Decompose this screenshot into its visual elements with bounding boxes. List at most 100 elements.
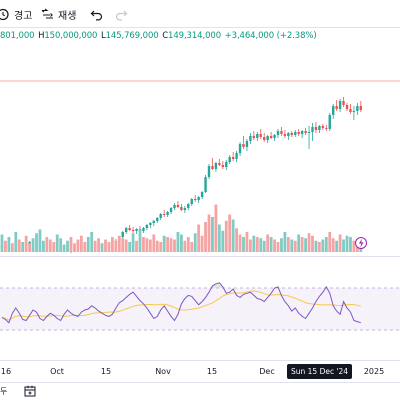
candle	[252, 131, 256, 140]
volume-bar	[121, 238, 125, 252]
volume-bar	[318, 242, 321, 252]
candle	[190, 198, 193, 206]
volume-bar	[35, 233, 38, 252]
volume-bar	[86, 237, 90, 252]
volume-bar	[262, 240, 266, 252]
volume-bar	[124, 239, 128, 252]
rsi-overbought-fill	[209, 282, 330, 288]
volume-bar	[221, 230, 225, 252]
rsi-line	[1, 282, 361, 324]
candle	[225, 160, 228, 170]
volume-bar	[252, 235, 256, 252]
rsi-pane[interactable]	[0, 258, 400, 360]
candle	[273, 134, 276, 141]
volume-bar	[193, 233, 197, 252]
volume-bar	[69, 237, 73, 252]
lightning-icon[interactable]	[355, 237, 367, 249]
volume-bar	[148, 239, 152, 252]
volume-bar	[249, 239, 252, 252]
calendar-icon[interactable]	[24, 385, 36, 399]
volume-bar	[200, 235, 204, 252]
volume-bar	[21, 242, 25, 252]
volume-bar	[293, 240, 297, 252]
volume-bar	[183, 240, 187, 252]
volume-bar	[114, 240, 118, 252]
pane-separator[interactable]	[0, 256, 400, 257]
time-tick: Oct	[50, 367, 64, 376]
redo-button[interactable]	[114, 6, 128, 22]
candle	[211, 158, 214, 170]
volume-bar	[31, 238, 35, 252]
change-value: +3,464,000 (+2.38%)	[224, 31, 317, 41]
volume-bar	[66, 240, 69, 252]
volume-bar	[324, 237, 328, 252]
candle	[318, 125, 321, 133]
time-tick: Dec	[259, 367, 275, 376]
volume-bar	[104, 239, 107, 252]
volume-bar	[342, 239, 345, 252]
candle	[128, 225, 131, 231]
candle	[269, 132, 273, 139]
volume-bar	[304, 238, 307, 252]
undo-icon	[90, 7, 104, 21]
volume-bar	[321, 239, 325, 252]
candle	[307, 126, 311, 149]
candle	[266, 135, 269, 143]
volume-bar	[283, 232, 287, 252]
candles-group	[0, 97, 362, 253]
volume-bars-group	[0, 204, 363, 252]
volume-bar	[10, 243, 14, 252]
candle	[152, 220, 155, 226]
price-chart[interactable]	[0, 45, 400, 255]
volume-bar	[166, 237, 169, 252]
replay-button[interactable]: 재생	[40, 6, 76, 22]
volume-bar	[238, 234, 242, 252]
candle	[321, 124, 325, 130]
candle	[290, 131, 293, 137]
volume-bar	[52, 242, 56, 252]
undo-button[interactable]	[90, 6, 104, 22]
candle	[263, 133, 266, 142]
candle	[166, 211, 169, 217]
volume-bar	[38, 229, 42, 252]
candle	[359, 101, 362, 112]
candle	[221, 161, 224, 169]
volume-bar	[7, 237, 11, 252]
replay-label: 재생	[58, 10, 77, 22]
volume-bar	[62, 244, 66, 252]
volume-bar	[349, 237, 352, 252]
candle	[194, 195, 197, 202]
volume-bar	[138, 229, 142, 252]
alarm-clock-icon	[0, 7, 10, 21]
time-tick: 2025	[363, 367, 385, 376]
candle	[345, 103, 349, 111]
high-value: 150,000,000	[44, 31, 98, 41]
candle	[311, 123, 314, 141]
volume-bar	[117, 235, 121, 252]
time-tick: 15	[206, 367, 218, 376]
volume-bar	[73, 243, 76, 252]
replay-icon	[40, 7, 54, 21]
alert-button[interactable]: 경고	[0, 6, 32, 22]
volume-bar	[100, 243, 104, 252]
volume-bar	[314, 240, 318, 252]
crosshair-date-label: Sun 15 Dec '24	[287, 364, 353, 379]
volume-bar	[245, 232, 249, 252]
volume-bar	[4, 240, 7, 252]
candle	[207, 164, 211, 179]
volume-bar	[290, 239, 294, 252]
volume-bar	[335, 240, 339, 252]
volume-bar	[328, 232, 332, 252]
low-label: L	[100, 31, 106, 41]
volume-bar	[276, 242, 280, 252]
candle	[125, 227, 128, 234]
volume-bar	[204, 222, 207, 252]
candle	[218, 159, 221, 166]
candle	[228, 155, 231, 164]
volume-bar	[42, 240, 45, 252]
candle	[349, 104, 352, 114]
volume-bar	[300, 237, 304, 252]
volume-bar	[207, 214, 211, 252]
candle	[214, 162, 218, 172]
time-axis[interactable]: 16 Oct 15 Nov 15 Dec 2025 Sun 15 Dec '24	[0, 360, 400, 382]
